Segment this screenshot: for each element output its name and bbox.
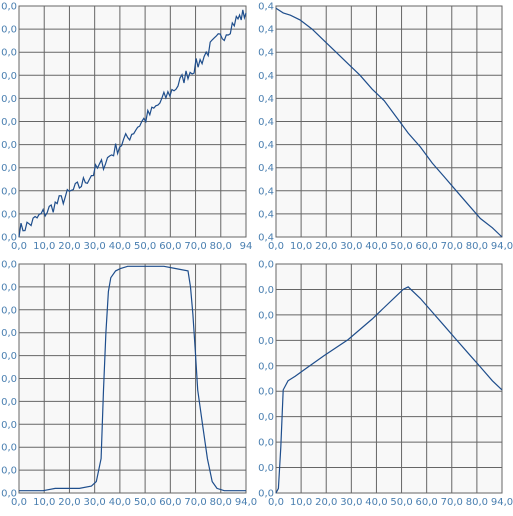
series-line: [19, 265, 246, 492]
y-tick-label: 0,4: [258, 186, 274, 197]
x-tick-label: 30,0: [340, 241, 362, 252]
chart-bottom-left: 0,0 10,0 20,0 30,0 40,0 50,0 60,0 70,0 80,0 94,0 0…: [1, 260, 257, 509]
y-tick-label: 0,0: [258, 361, 274, 372]
y-tick-label: 0,0: [1, 351, 17, 362]
y-tick-label: 0,0: [1, 186, 17, 197]
y-tick-label: 0,0: [1, 397, 17, 408]
chart-top-left: 0,0 10,0 20,0 30,0 40,0 50,0 60,0 70,0 80,0 94 0,0…: [1, 2, 252, 253]
y-tick-label: 0,0: [1, 466, 17, 477]
series-line: [275, 286, 503, 494]
y-tick-label: 0,4: [258, 2, 274, 13]
y-tick-label: 0,0: [1, 25, 17, 36]
y-tick-label: 0,4: [258, 48, 274, 59]
x-tick-label: 50,0: [390, 241, 412, 252]
y-tick-label: 0,0: [1, 209, 17, 220]
x-tick-label: 0,0: [11, 241, 27, 252]
x-tick-label: 70,0: [184, 497, 206, 508]
y-tick-label: 0,0: [258, 387, 274, 398]
y-tick-label: 0,0: [258, 260, 274, 271]
x-tick-label: 60,0: [416, 241, 438, 252]
y-tick-label: 0,0: [1, 374, 17, 385]
x-tick-label: 80,0: [466, 241, 488, 252]
y-tick-label: 0,0: [1, 489, 17, 500]
x-tick-label: 0,0: [268, 241, 284, 252]
y-tick-label: 0,0: [1, 117, 17, 128]
series-line: [275, 7, 503, 238]
y-tick-label: 0,4: [258, 117, 274, 128]
x-tick-label: 70,0: [441, 241, 463, 252]
x-tick-label: 50,0: [134, 241, 156, 252]
x-tick-label: 94,0: [491, 497, 513, 508]
x-tick-label: 50,0: [134, 497, 156, 508]
x-tick-label: 80,0: [466, 497, 488, 508]
chart-top-right: 0,0 10,0 20,0 30,0 40,0 50,0 60,0 70,0 80,0 94,0 0…: [258, 2, 513, 253]
y-tick-label: 0,0: [1, 71, 17, 82]
x-tick-label: 60,0: [159, 241, 181, 252]
chart-bottom-right: 0,0 10,0 20,0 30,0 40,0 50,0 60,0 70,0 80,0 94,0 0…: [258, 260, 513, 509]
y-tick-label: 0,0: [1, 140, 17, 151]
y-tick-label: 0,0: [1, 163, 17, 174]
x-tick-label: 30,0: [340, 497, 362, 508]
x-tick-label: 10,0: [290, 241, 312, 252]
y-tick-label: 0,0: [258, 463, 274, 474]
x-tick-label: 10,0: [33, 497, 55, 508]
x-tick-label: 20,0: [58, 497, 80, 508]
y-tick-label: 0,4: [258, 163, 274, 174]
y-tick-label: 0,0: [1, 2, 17, 13]
x-tick-label: 0,0: [268, 497, 284, 508]
x-tick-label: 10,0: [290, 497, 312, 508]
x-tick-label: 20,0: [315, 241, 337, 252]
x-tick-label: 20,0: [315, 497, 337, 508]
y-tick-label: 0,0: [1, 328, 17, 339]
x-tick-label: 94: [240, 241, 253, 252]
y-tick-label: 0,0: [258, 412, 274, 423]
x-tick-label: 20,0: [58, 241, 80, 252]
x-tick-label: 30,0: [84, 241, 106, 252]
y-tick-label: 0,4: [258, 94, 274, 105]
y-tick-label: 0,0: [258, 285, 274, 296]
x-tick-label: 30,0: [84, 497, 106, 508]
x-tick-label: 80,0: [210, 497, 232, 508]
y-tick-label: 0,0: [1, 305, 17, 316]
y-tick-label: 0,4: [258, 233, 274, 244]
y-tick-label: 0,0: [1, 443, 17, 454]
y-tick-label: 0,0: [1, 260, 17, 271]
x-tick-label: 94,0: [235, 497, 257, 508]
x-tick-label: 10,0: [33, 241, 55, 252]
y-tick-label: 0,4: [258, 25, 274, 36]
y-tick-label: 0,0: [1, 48, 17, 59]
x-tick-label: 70,0: [441, 497, 463, 508]
x-tick-label: 60,0: [416, 497, 438, 508]
y-tick-label: 0,0: [1, 233, 17, 244]
x-tick-label: 40,0: [109, 497, 131, 508]
x-tick-label: 0,0: [11, 497, 27, 508]
y-tick-label: 0,0: [1, 282, 17, 293]
x-tick-label: 80,0: [210, 241, 232, 252]
series-line: [18, 9, 247, 238]
y-tick-label: 0,4: [258, 209, 274, 220]
y-tick-label: 0,0: [258, 438, 274, 449]
y-tick-label: 0,0: [258, 336, 274, 347]
x-tick-label: 94,0: [491, 241, 513, 252]
plot-area: [275, 263, 503, 494]
y-tick-label: 0,0: [258, 489, 274, 500]
y-tick-label: 0,0: [258, 310, 274, 321]
x-tick-label: 40,0: [365, 497, 387, 508]
y-tick-label: 0,0: [1, 94, 17, 105]
x-tick-label: 40,0: [109, 241, 131, 252]
x-tick-label: 40,0: [365, 241, 387, 252]
x-tick-label: 50,0: [390, 497, 412, 508]
y-tick-label: 0,4: [258, 71, 274, 82]
y-tick-label: 0,4: [258, 140, 274, 151]
x-tick-label: 60,0: [159, 497, 181, 508]
y-tick-label: 0,0: [1, 420, 17, 431]
x-tick-label: 70,0: [184, 241, 206, 252]
